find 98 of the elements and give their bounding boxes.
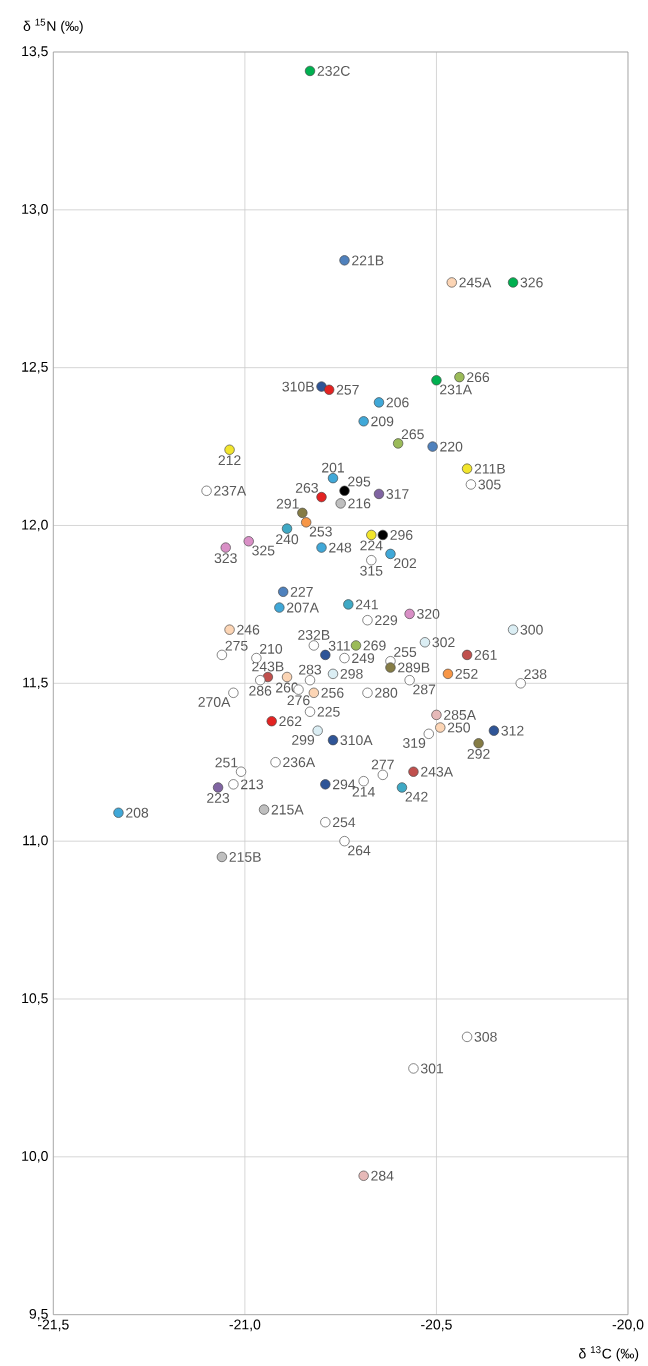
annotation: 215A xyxy=(271,804,304,815)
annotation: 238 xyxy=(524,669,547,680)
annotation: 240 xyxy=(276,534,299,545)
annotation: 246 xyxy=(237,624,260,635)
annotation: 263 xyxy=(295,482,318,493)
annotation: 241 xyxy=(355,599,378,610)
annotation: 221B xyxy=(352,255,384,266)
annotation: 275 xyxy=(225,640,248,651)
y-tick-label: 10,5 xyxy=(22,993,48,1005)
annotation: 298 xyxy=(340,668,363,679)
annotation: 248 xyxy=(329,542,352,553)
annotation: 270A xyxy=(198,697,231,707)
annotation: 250 xyxy=(447,722,471,733)
annotation: 323 xyxy=(214,553,237,564)
annotation: 312 xyxy=(501,725,524,736)
y-tick-label: 11,0 xyxy=(23,835,48,847)
annotation: 319 xyxy=(403,738,426,749)
annotation: 325 xyxy=(252,545,275,556)
annotation: 207A xyxy=(287,602,319,613)
annotation: 253 xyxy=(309,526,332,537)
annotation: 299 xyxy=(292,734,315,745)
annotation: 310A xyxy=(340,735,373,746)
annotation: 269 xyxy=(363,640,386,651)
annotation: 286 xyxy=(249,685,272,696)
annotation: 223 xyxy=(207,793,230,804)
annotation: 310B xyxy=(282,381,314,392)
annotation: 209 xyxy=(371,416,394,427)
x-axis-title: δ $^{13}$C (‰) xyxy=(579,1346,639,1362)
annotation: 276 xyxy=(287,695,310,706)
annotation: 264 xyxy=(348,845,371,856)
annotation: 225 xyxy=(317,706,340,717)
annotation: 206 xyxy=(386,397,409,408)
annotation: 302 xyxy=(432,637,455,648)
annotation: 202 xyxy=(394,558,417,569)
y-tick-label: 10,0 xyxy=(22,1151,48,1163)
annotation: 255 xyxy=(394,647,417,657)
annotation: 305 xyxy=(478,479,501,490)
annotation: 326 xyxy=(520,277,543,288)
annotation: 210 xyxy=(260,643,283,654)
annotation: 208 xyxy=(126,807,149,818)
annotation: 280 xyxy=(375,687,398,698)
x-tick-label: -21,0 xyxy=(229,1319,261,1332)
annotation: 300 xyxy=(520,624,543,635)
annotation: 224 xyxy=(360,540,383,551)
annotation: 287 xyxy=(413,684,436,695)
annotation: 308 xyxy=(474,1031,497,1042)
y-tick-label: 11,5 xyxy=(23,677,48,690)
annotation: 252 xyxy=(455,668,478,679)
y-tick-label: 12,5 xyxy=(22,361,48,374)
annotation: 232B xyxy=(298,629,330,640)
annotation: 257 xyxy=(336,384,359,395)
annotation: 283 xyxy=(299,664,322,675)
annotation: 201 xyxy=(322,462,344,473)
x-tick-label: -21,5 xyxy=(38,1319,69,1332)
annotation: 227 xyxy=(290,586,313,597)
annotation: 243A xyxy=(421,766,454,777)
annotation: 315 xyxy=(360,565,383,576)
annotation: 236A xyxy=(283,757,316,768)
annotation: 262 xyxy=(279,716,302,727)
annotation: 229 xyxy=(375,615,398,626)
annotation: 212 xyxy=(218,455,241,466)
x-tick-label: -20,0 xyxy=(612,1319,644,1332)
annotation: 232C xyxy=(317,65,350,76)
annotation: 292 xyxy=(467,748,490,759)
y-tick-label: 9,5 xyxy=(29,1308,48,1321)
annotation: 311 xyxy=(328,640,350,651)
annotation: 254 xyxy=(332,817,356,828)
annotation: 211B xyxy=(474,463,505,474)
x-tick-label: -20,5 xyxy=(421,1319,452,1332)
annotation: 317 xyxy=(386,488,409,499)
annotation: 231A xyxy=(440,384,473,395)
y-tick-label: 13,0 xyxy=(22,204,48,216)
annotation: 285A xyxy=(444,709,477,720)
y-tick-label: 13,5 xyxy=(22,46,48,58)
annotation: 249 xyxy=(352,653,375,664)
annotation: 256 xyxy=(321,687,344,698)
annotation: 284 xyxy=(371,1170,394,1181)
annotation: 320 xyxy=(417,608,440,619)
annotation: 245A xyxy=(459,277,492,288)
annotation: 261 xyxy=(474,649,497,660)
annotation: 295 xyxy=(348,476,371,487)
annotation: 215B xyxy=(229,852,261,862)
annotation: 243B xyxy=(252,661,284,672)
annotation: 242 xyxy=(405,791,428,802)
annotation: 265 xyxy=(401,429,424,440)
annotation: 213 xyxy=(241,779,264,790)
annotation: 216 xyxy=(348,498,371,509)
annotation: 251 xyxy=(215,757,238,768)
annotation: 296 xyxy=(390,530,413,540)
annotation: 301 xyxy=(420,1063,444,1074)
annotation: 237A xyxy=(214,485,247,496)
annotation: 289B xyxy=(398,662,430,673)
y-tick-label: 12,0 xyxy=(22,519,48,532)
annotation: 266 xyxy=(467,372,490,383)
annotation: 291 xyxy=(276,498,299,509)
annotation: 220 xyxy=(440,441,463,452)
annotation: 277 xyxy=(371,759,394,770)
y-axis-title: δ $^{15}$N (‰) xyxy=(23,18,83,34)
